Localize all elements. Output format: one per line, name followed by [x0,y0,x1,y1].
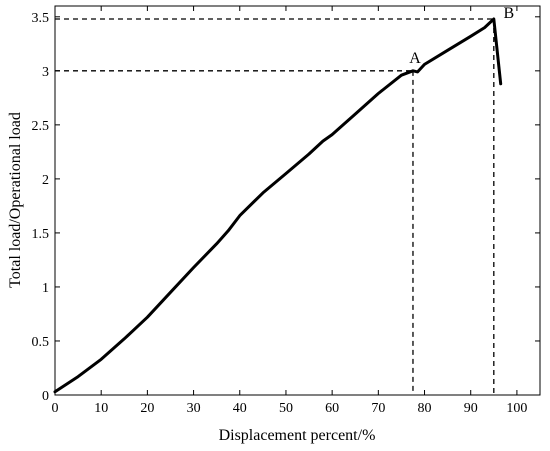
x-tick-label: 60 [325,401,339,416]
point-label: B [503,5,514,22]
y-tick-label: 0 [42,389,49,404]
plot-frame [54,5,541,396]
x-tick-label: 40 [233,401,247,416]
x-tick-label: 10 [94,401,108,416]
x-tick-label: 70 [371,401,385,416]
series-line [53,17,503,394]
x-tick-label: 90 [464,401,478,416]
y-tick-label: 1 [42,281,49,296]
x-tick-label: 0 [52,401,59,416]
x-tick-labels: 0 10 20 30 40 50 60 70 80 90 100 [52,401,528,416]
y-tick-label: 2.5 [32,119,50,134]
x-tick-label: 80 [418,401,432,416]
y-tick-label: 1.5 [32,227,50,242]
point-label: A [409,50,421,67]
y-axis-label: Total load/Operational load [7,112,24,288]
y-tick-label: 3.5 [32,11,50,26]
x-tick-label: 30 [187,401,201,416]
y-tick-labels: 0 0.5 1 1.5 2 2.5 3 3.5 [32,11,50,404]
x-tick-label: 100 [506,401,527,416]
point-annotations: AB [409,5,514,67]
y-tick-label: 2 [42,173,49,188]
x-axis-label: Displacement percent/% [219,427,376,444]
x-tick-label: 20 [140,401,154,416]
y-tick-label: 0.5 [32,335,50,350]
axis-ticks [54,6,540,396]
x-tick-label: 50 [279,401,293,416]
reference-lines [55,18,495,395]
y-tick-label: 3 [42,65,49,80]
